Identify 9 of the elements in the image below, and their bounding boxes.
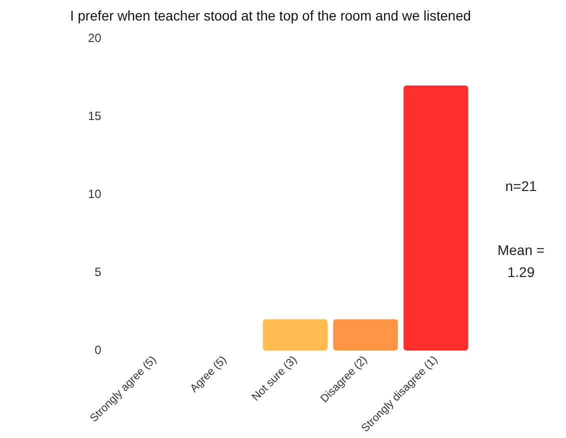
y-tick-label: 20: [88, 31, 102, 46]
x-tick-label: Not sure (3): [250, 354, 300, 404]
text: Mean = 1.29: [497, 242, 545, 280]
text: n=21: [505, 178, 537, 194]
chart-title: I prefer when teacher stood at the top of the room and we listened: [70, 7, 471, 24]
y-tick-label: 5: [94, 264, 102, 279]
y-tick-label: 15: [88, 109, 102, 124]
y-tick-label: 10: [88, 186, 102, 201]
y-tick-label: 0: [94, 342, 102, 357]
